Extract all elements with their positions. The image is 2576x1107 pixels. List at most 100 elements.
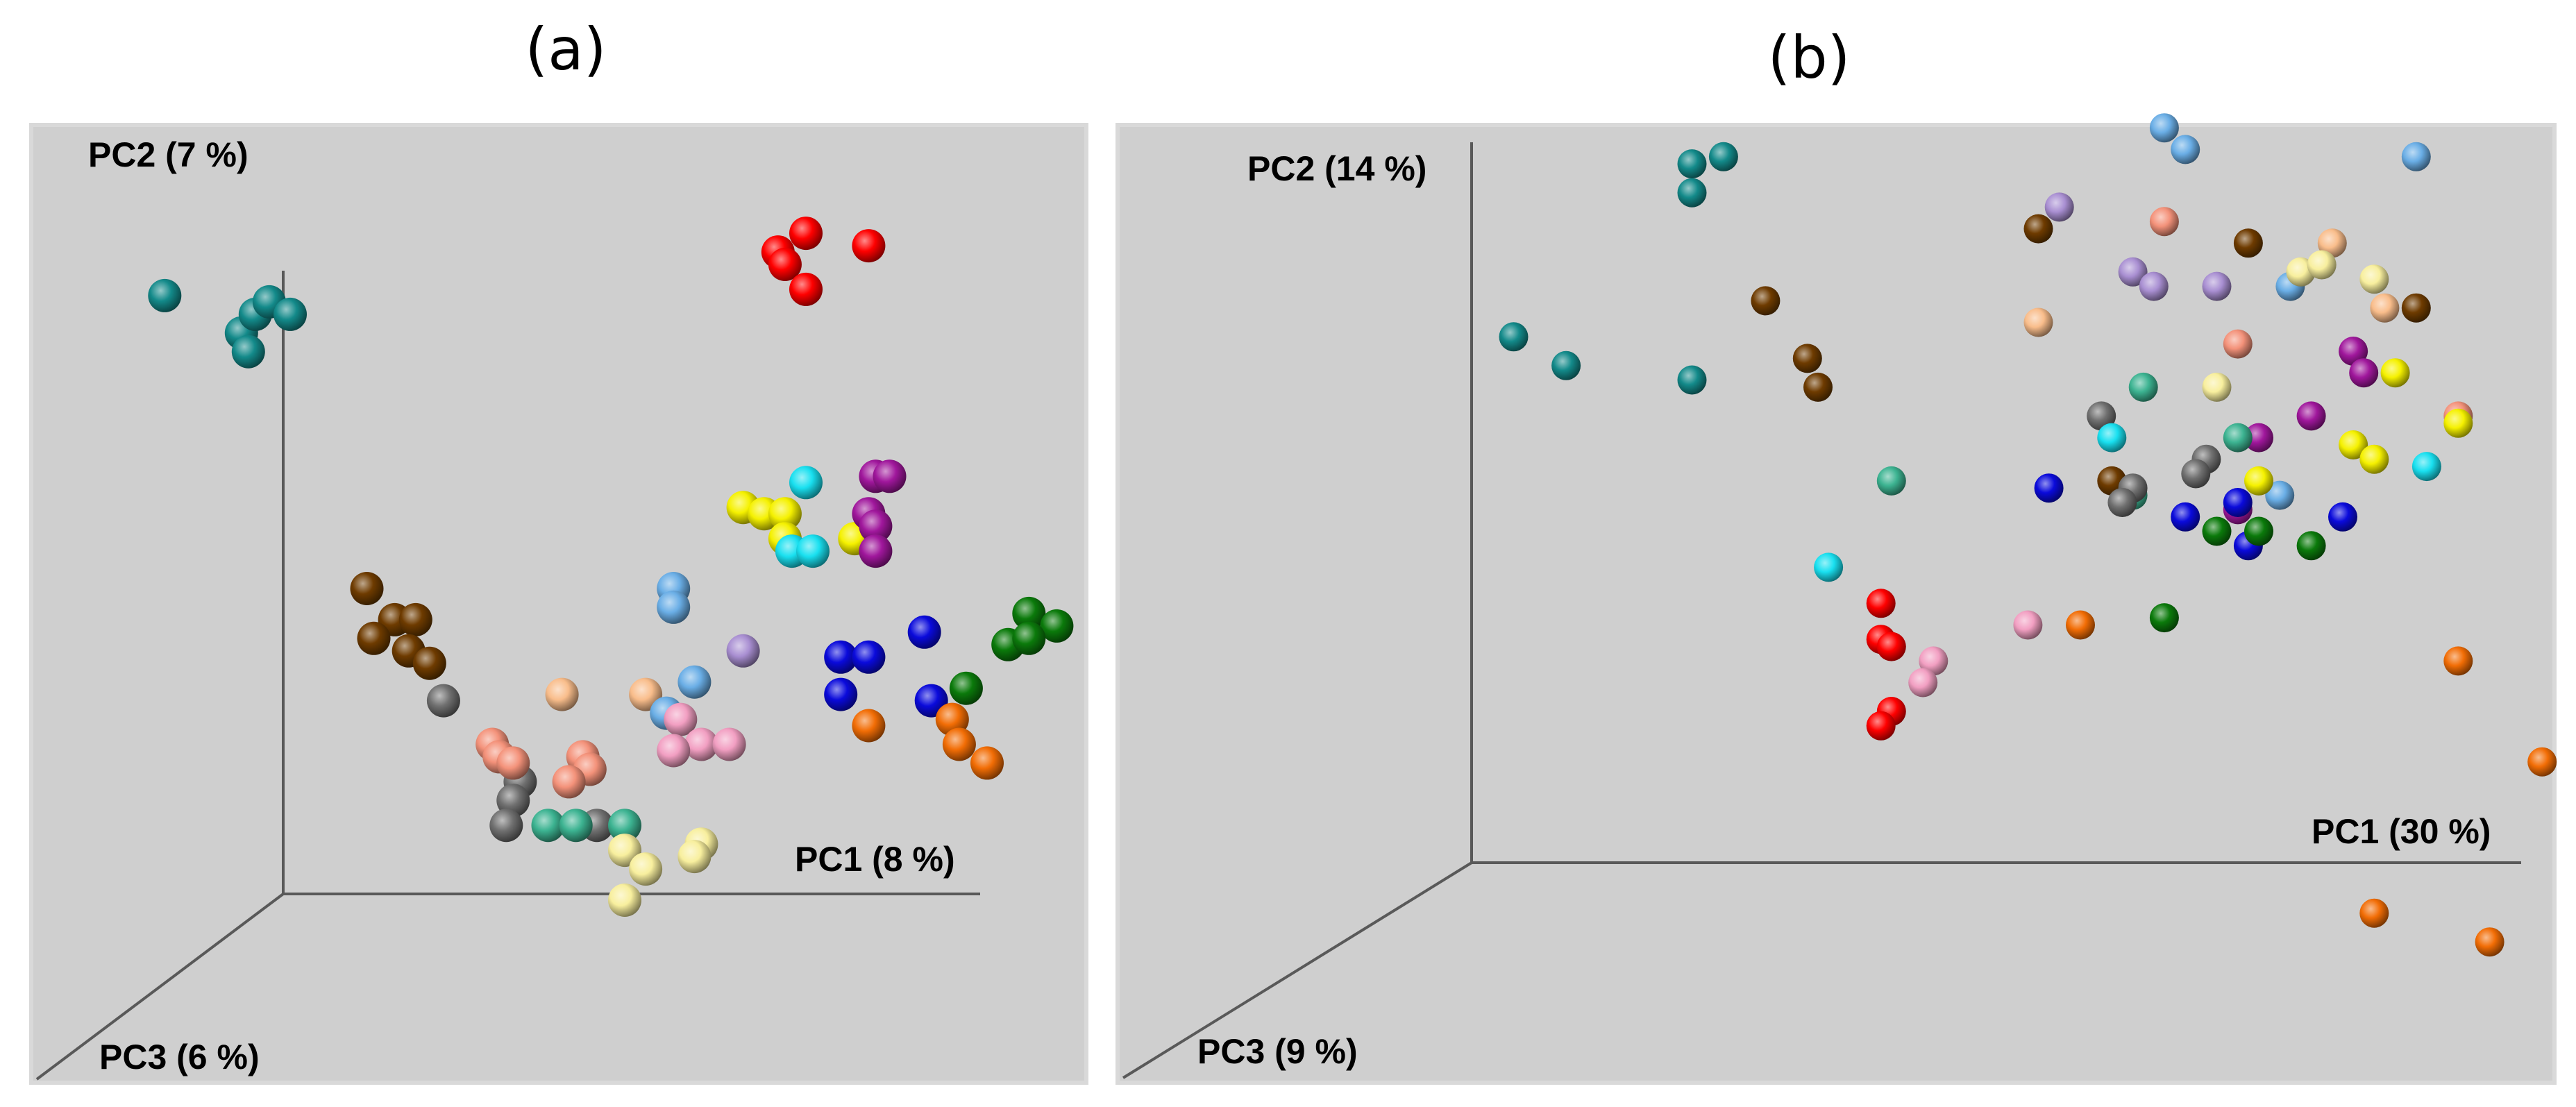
panel-a: (a) PC2 (7 %) PC1 (8 %) PC3 (6 %) bbox=[29, 15, 1088, 1085]
point-purple bbox=[2296, 401, 2326, 431]
point-seagreen bbox=[531, 809, 565, 843]
point-green bbox=[2296, 531, 2326, 561]
point-skyblue bbox=[677, 665, 712, 699]
point-gray bbox=[489, 809, 523, 843]
point-yellow bbox=[768, 497, 802, 531]
point-peach bbox=[545, 677, 579, 711]
point-lightyellow bbox=[629, 852, 663, 886]
point-green bbox=[1012, 596, 1046, 630]
point-skyblue bbox=[2149, 113, 2179, 143]
point-blue bbox=[824, 677, 858, 711]
point-purple bbox=[859, 509, 893, 543]
point-green bbox=[1012, 621, 1046, 655]
point-red bbox=[852, 229, 886, 263]
point-brown bbox=[357, 621, 391, 655]
point-gray bbox=[2087, 401, 2116, 431]
point-lavender bbox=[2202, 271, 2232, 301]
panel-b-pc1-label: PC1 (30 %) bbox=[2312, 812, 2491, 851]
point-orange bbox=[942, 727, 976, 761]
point-orange bbox=[2443, 646, 2473, 676]
point-purple bbox=[2339, 337, 2368, 366]
point-gray bbox=[426, 684, 460, 718]
panel-b-pc3-axis bbox=[1122, 861, 1473, 1079]
point-lavender bbox=[2139, 271, 2169, 301]
point-teal bbox=[1551, 350, 1581, 380]
point-purple bbox=[2244, 423, 2273, 453]
point-pink bbox=[1919, 646, 1948, 676]
point-red bbox=[768, 248, 802, 281]
point-peach bbox=[2370, 293, 2400, 323]
point-brown bbox=[1751, 286, 1781, 316]
point-teal bbox=[1677, 149, 1707, 179]
point-brown bbox=[2023, 214, 2053, 244]
point-brown bbox=[2401, 293, 2431, 323]
point-blue bbox=[852, 640, 886, 674]
point-cyan bbox=[2411, 452, 2441, 482]
point-teal bbox=[273, 297, 307, 331]
point-yellow bbox=[2244, 466, 2273, 496]
point-seagreen bbox=[2128, 372, 2158, 402]
point-salmon bbox=[552, 765, 586, 799]
point-green bbox=[2202, 516, 2232, 546]
panel-a-label: (a) bbox=[525, 15, 606, 83]
point-brown bbox=[2233, 228, 2263, 258]
point-orange bbox=[970, 746, 1004, 780]
point-orange bbox=[852, 709, 886, 743]
point-salmon bbox=[496, 746, 530, 780]
point-purple bbox=[859, 534, 893, 568]
point-cyan bbox=[796, 534, 830, 568]
point-seagreen bbox=[2223, 423, 2253, 453]
point-pink bbox=[712, 727, 746, 761]
point-gray bbox=[2107, 488, 2137, 517]
point-green bbox=[949, 671, 983, 705]
point-teal bbox=[1708, 142, 1738, 171]
point-lightyellow bbox=[2359, 264, 2389, 294]
point-red bbox=[1876, 632, 1906, 661]
point-yellow bbox=[2443, 408, 2473, 438]
point-brown bbox=[350, 572, 384, 605]
panel-a-pc3-label: PC3 (6 %) bbox=[99, 1038, 260, 1076]
point-blue bbox=[2034, 473, 2064, 503]
point-brown bbox=[398, 602, 432, 636]
point-yellow bbox=[2359, 444, 2389, 474]
point-brown bbox=[1803, 372, 1833, 402]
point-pink bbox=[1908, 668, 1938, 698]
point-green bbox=[2149, 603, 2179, 633]
point-pink bbox=[684, 727, 718, 761]
panel-a-pc2-label: PC2 (7 %) bbox=[88, 135, 249, 174]
point-brown bbox=[1792, 344, 1822, 373]
point-brown bbox=[412, 646, 446, 680]
point-lightyellow bbox=[2202, 372, 2232, 402]
point-teal bbox=[1677, 178, 1707, 208]
point-purple bbox=[2349, 358, 2379, 388]
point-orange bbox=[2066, 610, 2095, 640]
point-yellow bbox=[2339, 430, 2368, 459]
point-blue bbox=[824, 640, 858, 674]
panel-b-background bbox=[1116, 123, 2557, 1085]
point-pink bbox=[657, 734, 691, 768]
panel-b-pc2-label: PC2 (14 %) bbox=[1247, 149, 1426, 188]
point-green bbox=[1040, 609, 1074, 643]
point-pink bbox=[2013, 610, 2043, 640]
panel-b-label: (b) bbox=[1768, 24, 1851, 92]
point-skyblue bbox=[2401, 142, 2431, 171]
point-peach bbox=[2023, 307, 2053, 337]
point-gray bbox=[2181, 459, 2211, 489]
point-yellow bbox=[2380, 358, 2410, 388]
point-red bbox=[789, 217, 823, 251]
point-salmon bbox=[2223, 329, 2253, 359]
point-orange bbox=[2359, 898, 2389, 928]
point-red bbox=[1866, 589, 1896, 618]
point-lavender bbox=[726, 634, 760, 668]
point-teal bbox=[1677, 365, 1707, 395]
point-salmon bbox=[2149, 207, 2179, 237]
point-orange bbox=[2475, 927, 2505, 957]
point-skyblue bbox=[2265, 480, 2295, 510]
point-orange bbox=[2527, 747, 2557, 777]
point-skyblue bbox=[2171, 135, 2200, 164]
point-lavender bbox=[2044, 192, 2074, 222]
point-blue bbox=[2171, 502, 2200, 532]
point-cyan bbox=[789, 466, 823, 500]
point-seagreen bbox=[1876, 466, 1906, 496]
point-green bbox=[2244, 516, 2273, 546]
